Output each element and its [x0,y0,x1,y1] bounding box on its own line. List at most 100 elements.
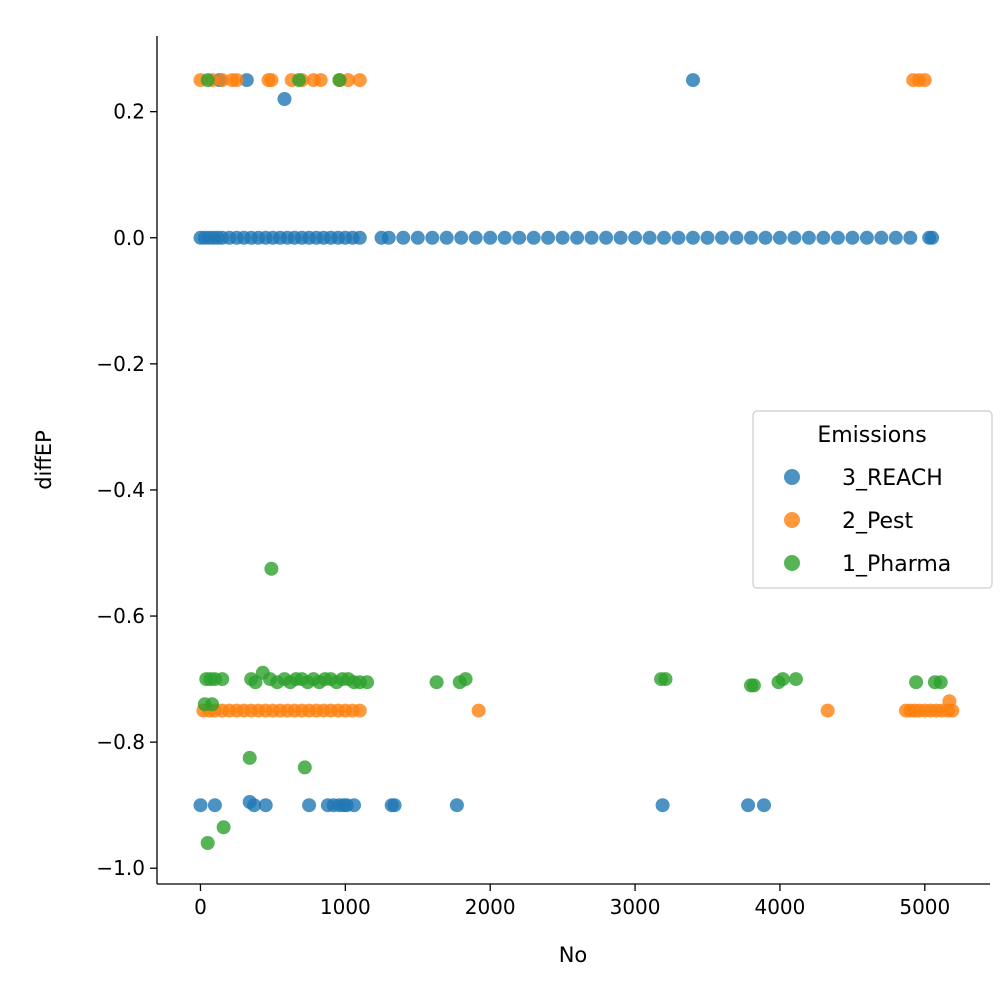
legend-title: Emissions [817,423,926,448]
x-tick-label-0: 0 [194,895,207,919]
plot-points [193,73,960,850]
point-3_REACH-32 [468,230,483,245]
point-1_Pharma-1 [292,73,306,88]
point-3_REACH-53 [772,230,787,245]
point-3_REACH-46 [671,230,686,245]
legend-marker-1_Pharma [784,555,800,571]
legend-marker-2_Pest [784,512,800,528]
point-1_Pharma-40 [933,675,948,690]
point-3_REACH-26 [381,230,396,245]
point-3_REACH-30 [439,230,454,245]
point-3_REACH-83 [449,798,464,813]
point-3_REACH-49 [715,230,729,245]
point-3_REACH-33 [483,230,498,245]
y-tick-label-3: −0.4 [96,478,145,502]
point-3_REACH-48 [700,230,715,245]
point-1_Pharma-42 [205,697,220,712]
point-2_Pest-10 [313,73,328,88]
point-3_REACH-41 [599,230,614,245]
x-tick-label-4: 4000 [754,895,805,919]
point-3_REACH-67 [686,73,700,88]
legend-label-1_Pharma: 1_Pharma [842,552,951,577]
point-3_REACH-66 [239,73,254,88]
point-1_Pharma-7 [215,672,230,687]
point-1_Pharma-32 [658,672,673,687]
x-tick-label-5: 5000 [899,895,950,919]
y-tick-label-5: −0.8 [96,730,145,754]
y-tick-label-6: −1.0 [96,856,145,880]
x-axis-title: No [559,943,588,967]
point-3_REACH-60 [874,230,889,245]
point-3_REACH-51 [744,230,758,245]
y-tick-label-2: −0.2 [96,352,145,376]
legend-marker-3_REACH [784,469,800,485]
legend-items: 3_REACH 2_Pest 1_Pharma [784,466,951,577]
point-1_Pharma-45 [216,820,231,835]
point-3_REACH-52 [758,230,773,245]
point-2_Pest-4 [229,73,244,88]
point-3_REACH-61 [888,230,903,245]
point-3_REACH-28 [410,230,425,245]
y-ticks: 0.2 0.0 −0.2 −0.4 −0.6 −0.8 −1.0 [96,100,157,880]
y-tick-label-1: 0.0 [113,226,145,250]
point-3_REACH-85 [741,798,756,813]
point-3_REACH-59 [859,230,874,245]
point-2_Pest-37 [471,703,486,718]
point-3_REACH-35 [512,230,527,245]
legend-label-2_Pest: 2_Pest [842,509,913,534]
point-3_REACH-54 [787,230,802,245]
point-3_REACH-70 [207,798,222,813]
point-3_REACH-84 [655,798,670,813]
point-3_REACH-40 [584,230,599,245]
point-1_Pharma-3 [264,561,279,576]
point-3_REACH-27 [396,230,411,245]
point-2_Pest-38 [820,703,835,718]
point-3_REACH-62 [903,230,918,245]
point-1_Pharma-43 [242,750,257,765]
point-1_Pharma-38 [909,675,924,690]
legend: Emissions 3_REACH 2_Pest 1_Pharma [752,410,993,589]
point-3_REACH-38 [555,230,570,245]
y-tick-label-0: 0.2 [113,100,145,124]
point-3_REACH-73 [258,798,273,813]
point-3_REACH-69 [193,798,208,813]
point-1_Pharma-28 [429,675,444,690]
point-2_Pest-2 [215,73,230,88]
point-3_REACH-37 [541,230,556,245]
point-3_REACH-42 [613,230,628,245]
point-2_Pest-36 [352,703,367,718]
point-3_REACH-74 [302,798,317,813]
point-2_Pest-6 [264,73,279,88]
point-1_Pharma-34 [746,678,761,693]
point-3_REACH-43 [628,230,643,245]
point-1_Pharma-30 [458,672,473,687]
point-1_Pharma-9 [248,675,263,690]
point-3_REACH-44 [642,230,657,245]
point-1_Pharma-37 [788,672,803,687]
point-3_REACH-24 [352,230,367,245]
x-tick-label-2: 2000 [465,895,516,919]
point-3_REACH-39 [570,230,585,245]
point-2_Pest-13 [352,73,367,88]
point-3_REACH-64 [925,230,940,245]
point-1_Pharma-27 [360,675,375,690]
point-3_REACH-86 [757,798,771,813]
y-axis-title: diffEP [32,430,56,490]
point-3_REACH-58 [845,230,860,245]
point-3_REACH-36 [526,230,541,245]
point-1_Pharma-2 [332,73,347,88]
point-3_REACH-68 [277,92,292,106]
point-3_REACH-47 [686,230,700,245]
point-1_Pharma-46 [200,836,215,850]
point-3_REACH-82 [387,798,402,813]
legend-box [752,410,993,589]
y-tick-label-4: −0.6 [96,604,145,628]
point-3_REACH-72 [247,798,262,813]
point-3_REACH-57 [830,230,845,245]
point-3_REACH-34 [497,230,512,245]
point-3_REACH-31 [454,230,469,245]
x-ticks: 0 1000 2000 3000 4000 5000 [194,884,950,919]
point-3_REACH-29 [425,230,440,245]
point-1_Pharma-36 [775,672,790,687]
